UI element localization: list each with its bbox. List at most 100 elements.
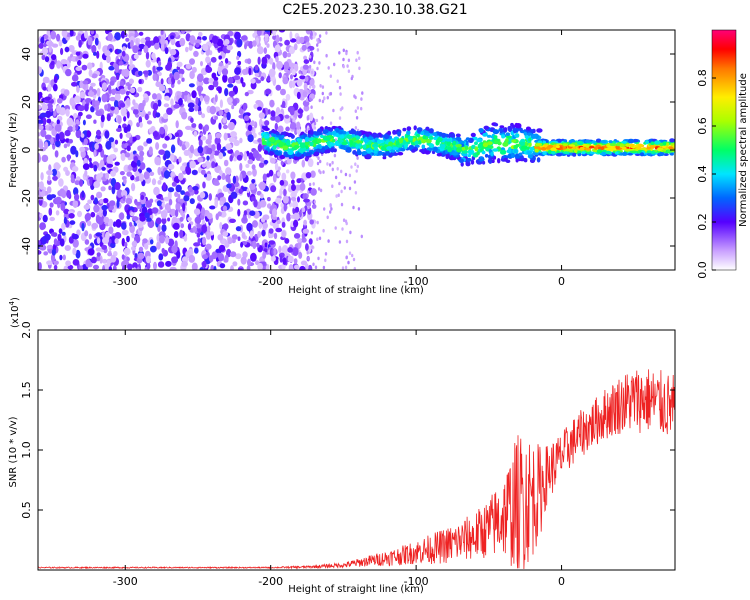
spectrogram-cell <box>240 241 244 248</box>
spectrogram-cell <box>90 30 95 35</box>
snr-plot-area <box>38 369 675 570</box>
spectrogram-cell <box>213 265 217 270</box>
spectrogram-cell <box>365 132 370 137</box>
spectrogram-cell <box>296 153 301 157</box>
spectrogram-cell <box>183 94 188 102</box>
spectrogram-cell <box>646 146 651 150</box>
spectrogram-cell <box>257 143 263 152</box>
spectrogram-cell <box>126 97 131 106</box>
spectrogram-cell <box>213 76 219 82</box>
spectrogram-cell <box>256 30 262 37</box>
spectrogram-cell <box>574 148 578 153</box>
spectrogram-cell <box>532 152 539 155</box>
spectrogram-cell <box>188 186 194 193</box>
spectrogram-cell <box>49 202 54 208</box>
spectrogram-cell <box>452 140 457 146</box>
spectrogram-cell <box>223 257 229 263</box>
spectrogram-cell <box>144 212 150 219</box>
spectrogram-cell <box>348 173 352 178</box>
spectrogram-cell <box>280 134 285 139</box>
spectrogram-cell <box>221 172 226 180</box>
spectrogram-cell <box>79 265 83 270</box>
spectrogram-cell <box>669 138 675 143</box>
spectrogram-cell <box>229 155 233 162</box>
colorbar-tick-label: 0.2 <box>696 213 709 231</box>
spectrogram-cell <box>63 208 70 215</box>
spectrogram-cell <box>279 37 283 42</box>
spectrogram-cell <box>51 54 57 61</box>
spectrogram-cell <box>185 166 189 173</box>
spectrogram-cell <box>358 56 361 61</box>
spectrogram-cell <box>109 200 116 207</box>
spectrogram-cell <box>107 32 113 42</box>
spectrogram-cell <box>114 93 121 101</box>
spectrogram-cell <box>260 76 265 82</box>
spectrogram-cell <box>568 144 575 147</box>
spectrogram-cell <box>170 153 175 162</box>
spectrogram-cell <box>461 146 466 151</box>
spectrogram-cell <box>72 166 79 172</box>
spectrogram-cell <box>358 66 361 71</box>
spectrogram-cell <box>103 216 110 224</box>
spectrogram-cell <box>145 51 150 60</box>
spectrogram-cell <box>284 238 290 244</box>
spectrogram-cell <box>199 95 204 102</box>
spectrogram-cell <box>247 89 254 95</box>
spectrogram-cell <box>226 183 232 189</box>
spectrogram-cell <box>217 234 224 241</box>
spectrogram-cell <box>347 69 351 73</box>
spectrogram-cell <box>342 130 347 135</box>
spectrogram-cell <box>576 140 584 146</box>
spectrogram-cell <box>411 148 417 152</box>
spectrogram-cell <box>330 147 335 153</box>
spectrogram-cell <box>333 153 337 158</box>
spectrogram-cell <box>273 247 277 256</box>
spectrogram-cell <box>448 133 453 138</box>
spectrogram-cell <box>46 194 53 201</box>
spectrogram-cell <box>458 158 464 164</box>
spectrogram-cell <box>329 121 333 125</box>
spectrogram-cell <box>207 212 213 220</box>
spectrogram-cell <box>246 170 253 176</box>
spectrogram-cell <box>193 208 201 216</box>
spectrogram-cell <box>101 93 108 103</box>
spectrogram-cell <box>286 169 290 174</box>
spectrogram-cell <box>121 254 125 260</box>
spectrogram-cell <box>234 67 241 75</box>
spectrogram-cell <box>165 235 170 245</box>
spectrogram-cell <box>290 74 293 80</box>
spectrogram-cell <box>157 166 162 176</box>
spectrogram-cell <box>518 152 523 156</box>
spectrogram-cell <box>308 182 312 187</box>
spectrogram-cell <box>263 127 270 131</box>
spectrogram-cell <box>152 131 159 138</box>
spectrogram-cell <box>38 140 44 149</box>
spectrogram-cell <box>152 102 159 111</box>
spectrogram-cell <box>283 61 290 70</box>
spectrogram-cell <box>356 164 359 169</box>
spectrogram-cell <box>290 38 297 43</box>
spectrogram-cell <box>298 147 305 153</box>
spectrogram-cell <box>213 181 220 186</box>
spectrogram-cell <box>53 162 61 171</box>
spectrogram-cell <box>476 138 483 143</box>
spectrogram-cell <box>211 35 219 44</box>
spectrogram-cell <box>654 140 661 145</box>
spectrogram-cell <box>142 70 149 75</box>
spectrogram-cell <box>355 116 359 120</box>
spectrogram-cell <box>187 217 192 222</box>
spectrogram-cell <box>194 216 202 224</box>
spectrogram-cell <box>59 238 65 247</box>
spectrogram-cell <box>169 266 177 270</box>
spectrogram-cell <box>100 114 105 123</box>
spectrogram-cell <box>121 50 126 57</box>
spectrogram-cell <box>327 239 330 243</box>
spectrogram-cell <box>331 167 334 172</box>
spectrogram-cell <box>264 30 271 33</box>
spectrogram-cell <box>223 159 229 167</box>
spectrogram-cell <box>404 143 408 150</box>
spectrogram-cell <box>313 151 320 156</box>
spectrogram-cell <box>102 237 109 245</box>
spectrogram-cell <box>264 120 270 126</box>
spectrogram-cell <box>219 263 226 269</box>
